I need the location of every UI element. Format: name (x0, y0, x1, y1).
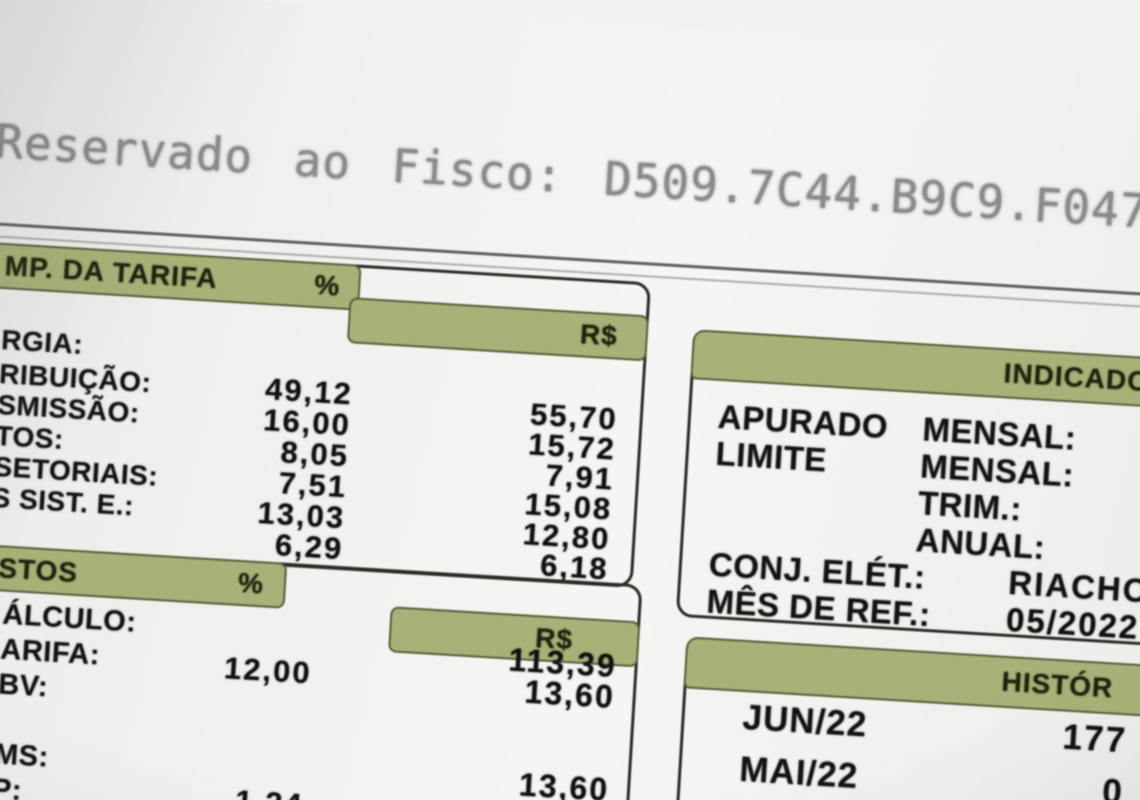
row-label: ÁLCULO: (1, 598, 138, 639)
indicators-title: INDICADO (1002, 357, 1140, 398)
percent-value: 12,00 (223, 650, 313, 691)
tariff-title: MP. DA TARIFA (3, 250, 219, 295)
history-value: 177 (1061, 717, 1129, 761)
tariff-percent-header: % (313, 269, 342, 302)
taxes-percent-header: % (237, 566, 265, 600)
indicators-box: INDICADO APURADO MENSAL: LIMITE MENSAL: TR… (675, 329, 1140, 656)
history-month: MAI/22 (738, 749, 860, 797)
indicators-rows: APURADO MENSAL: LIMITE MENSAL: TRIM.: ANUA… (706, 398, 1140, 656)
tariff-composition-box: MP. DA TARIFA % R$ RGIA: RIBUIÇÃO: 49,12 … (0, 236, 652, 588)
taxes-currency-values: 113,39 13,60 13,60 (439, 638, 618, 800)
row-label: TOS: (0, 419, 65, 455)
currency-value: 13,60 (518, 766, 611, 800)
fisco-reserved-text: Reservado ao Fisco: D509.7C44.B9C9.F047.… (0, 114, 1140, 244)
tariff-rows: RGIA: RIBUIÇÃO: 49,12 SMISSÃO: 16,00 TOS: 8… (0, 323, 356, 566)
row-label: P: (0, 773, 23, 800)
history-rows: JUN/22 177 FE MAI/22 0 J ABR/22 (734, 698, 1140, 800)
tariff-currency-header: R$ (579, 318, 619, 352)
row-label: MS: (0, 738, 50, 774)
tariff-currency-band: R$ (346, 297, 650, 362)
history-title: HISTÓR (1000, 665, 1115, 704)
row-label: BV: (0, 668, 50, 704)
percent-value: 6,29 (273, 527, 345, 567)
tariff-currency-values: 55,70 15,72 7,91 15,08 12,80 6,18 (448, 392, 619, 586)
taxes-title: STOS (0, 552, 79, 589)
taxes-rows: ÁLCULO: ARIFA: BV: MS: P: (0, 599, 253, 800)
percent-value: 1,24 (234, 783, 304, 800)
row-label: ARIFA: (0, 633, 101, 672)
history-month: JUN/22 (741, 697, 869, 745)
row-label: RGIA: (0, 323, 85, 360)
row-value: 05/2022 (1005, 600, 1140, 646)
history-box: HISTÓR JUN/22 177 FE MAI/22 0 J ABR/22 (661, 636, 1140, 800)
